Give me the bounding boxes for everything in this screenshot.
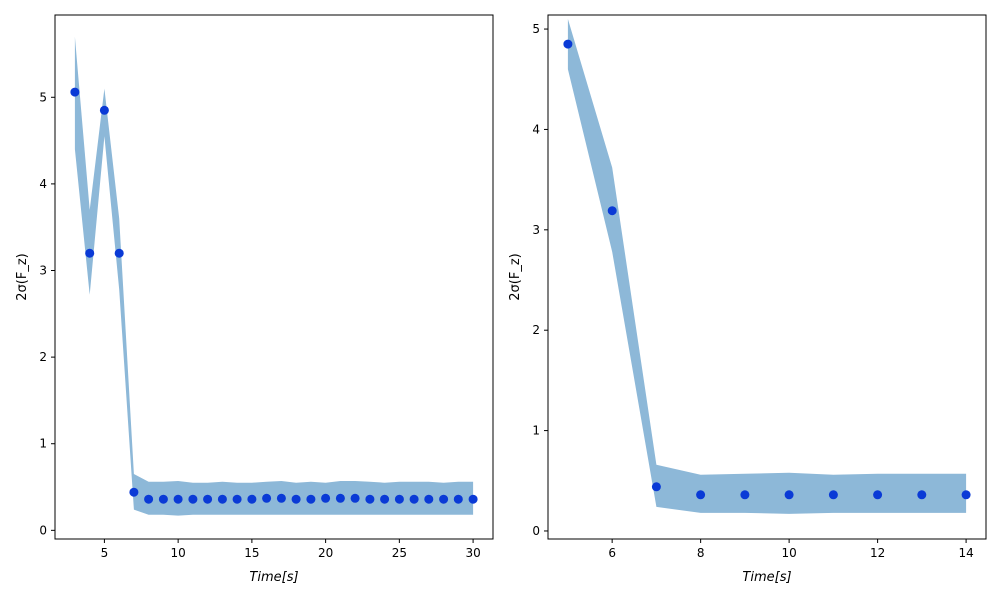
x-tick-label: 5 <box>101 546 109 560</box>
x-tick-label: 30 <box>465 546 480 560</box>
y-tick-label: 1 <box>39 437 47 451</box>
data-point <box>129 487 139 497</box>
data-point <box>306 494 316 504</box>
plot-frame <box>547 14 987 540</box>
data-point <box>262 493 272 503</box>
data-point <box>144 494 154 504</box>
data-point <box>335 493 345 503</box>
data-point <box>365 494 375 504</box>
x-tick-label: 25 <box>392 546 407 560</box>
data-point <box>99 105 109 115</box>
data-point <box>70 87 80 97</box>
y-tick-label: 5 <box>532 22 540 36</box>
y-tick-label: 2 <box>39 350 47 364</box>
ticks-layer: 5 10 15 20 25 30 0 1 2 3 4 5 <box>39 90 480 560</box>
data-point <box>247 494 257 504</box>
data-point <box>350 493 360 503</box>
x-tick-label: 6 <box>608 546 616 560</box>
data-point <box>173 494 183 504</box>
data-point <box>563 39 573 49</box>
y-tick-label: 3 <box>39 264 47 278</box>
data-point <box>321 493 331 503</box>
x-tick-label: 20 <box>318 546 333 560</box>
chart-left: 5 10 15 20 25 30 0 1 2 3 4 5 Time[s] 2σ(F_z) <box>15 14 494 585</box>
data-point <box>917 490 927 500</box>
x-tick-label: 8 <box>697 546 705 560</box>
data-point <box>961 490 971 500</box>
data-point <box>394 494 404 504</box>
data-point <box>409 494 419 504</box>
x-axis-label: Time[s] <box>249 570 298 585</box>
x-tick-label: 14 <box>958 546 973 560</box>
y-tick-label: 4 <box>39 177 47 191</box>
y-tick-label: 5 <box>39 90 47 104</box>
y-tick-label: 3 <box>532 223 540 237</box>
data-point <box>828 490 838 500</box>
x-tick-label: 12 <box>870 546 885 560</box>
y-tick-label: 0 <box>532 524 540 538</box>
data-point <box>217 494 227 504</box>
plot-frame <box>54 14 494 540</box>
data-point <box>85 248 95 258</box>
data-point <box>380 494 390 504</box>
y-tick-label: 2 <box>532 323 540 337</box>
data-point <box>232 494 242 504</box>
data-points-layer <box>563 39 971 500</box>
x-tick-label: 10 <box>171 546 186 560</box>
data-point <box>203 494 213 504</box>
y-axis-label: 2σ(F_z) <box>15 253 30 300</box>
data-point <box>158 494 168 504</box>
x-tick-label: 10 <box>781 546 796 560</box>
y-tick-label: 0 <box>39 523 47 537</box>
data-point <box>468 494 478 504</box>
data-point <box>873 490 883 500</box>
x-tick-label: 15 <box>244 546 259 560</box>
data-point <box>740 490 750 500</box>
data-point <box>188 494 198 504</box>
data-point <box>607 206 617 216</box>
data-points-layer <box>70 87 478 504</box>
data-point <box>291 494 301 504</box>
x-axis-label: Time[s] <box>742 570 791 585</box>
data-point <box>784 490 794 500</box>
data-point <box>424 494 434 504</box>
data-point <box>439 494 449 504</box>
y-tick-label: 1 <box>532 424 540 438</box>
y-axis-label: 2σ(F_z) <box>508 253 523 300</box>
y-tick-label: 4 <box>532 122 540 136</box>
data-point <box>276 493 286 503</box>
data-point <box>114 248 124 258</box>
data-point <box>453 494 463 504</box>
data-point <box>696 490 706 500</box>
data-point <box>651 482 661 492</box>
